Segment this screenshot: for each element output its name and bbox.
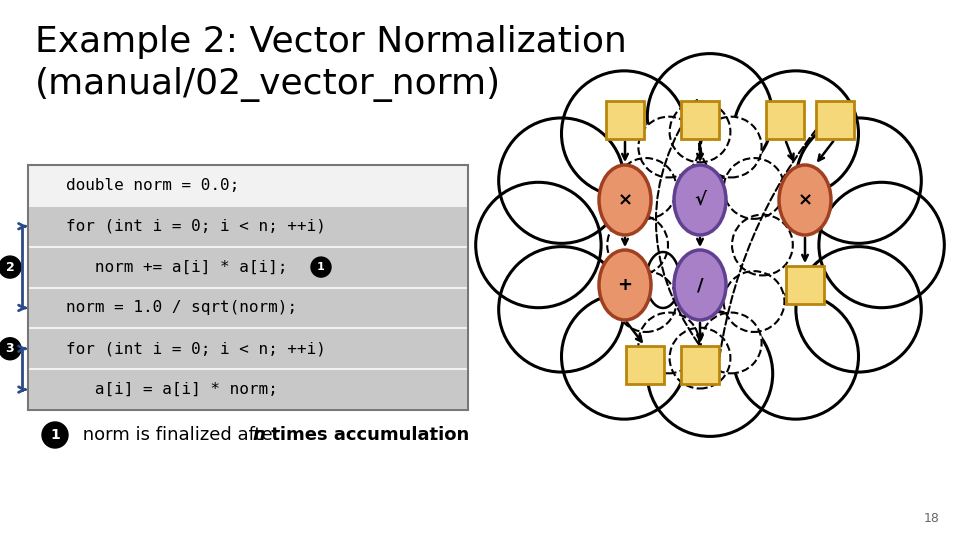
Circle shape (615, 271, 677, 332)
Text: 18: 18 (924, 512, 940, 525)
Circle shape (0, 256, 21, 278)
Bar (29, 248, 467, 287)
Circle shape (608, 214, 668, 275)
Circle shape (562, 71, 687, 196)
Ellipse shape (674, 165, 726, 235)
Text: +: + (617, 276, 633, 294)
Circle shape (42, 422, 68, 448)
Text: double norm = 0.0;: double norm = 0.0; (66, 178, 239, 193)
Text: norm is finalized after: norm is finalized after (77, 426, 286, 444)
Text: ×: × (798, 191, 812, 209)
Bar (816, 101, 854, 139)
Ellipse shape (599, 250, 651, 320)
Text: /: / (697, 276, 704, 294)
Circle shape (724, 158, 784, 219)
Text: .: . (428, 426, 434, 444)
Bar (29, 329, 467, 368)
Bar (681, 101, 719, 139)
Ellipse shape (599, 165, 651, 235)
Circle shape (638, 117, 699, 178)
Bar (29, 370, 467, 409)
Circle shape (476, 183, 601, 308)
Bar (766, 101, 804, 139)
Bar (606, 101, 644, 139)
Circle shape (733, 294, 858, 419)
Circle shape (656, 201, 744, 289)
Circle shape (670, 328, 731, 388)
Circle shape (796, 118, 922, 244)
Circle shape (733, 71, 858, 196)
Circle shape (311, 257, 331, 277)
Circle shape (0, 338, 21, 360)
Circle shape (647, 311, 773, 436)
Bar (29, 288, 467, 327)
Text: Example 2: Vector Normalization: Example 2: Vector Normalization (35, 25, 627, 59)
Circle shape (498, 247, 624, 372)
Bar (28, 165, 468, 410)
Text: √: √ (694, 191, 706, 209)
Bar (29, 207, 467, 246)
Bar (626, 346, 664, 384)
Circle shape (670, 102, 731, 163)
Text: a[i] = a[i] * norm;: a[i] = a[i] * norm; (66, 382, 277, 397)
Circle shape (562, 294, 687, 419)
Text: ×: × (617, 191, 633, 209)
Text: 1: 1 (50, 428, 60, 442)
Text: for (int i = 0; i < n; ++i): for (int i = 0; i < n; ++i) (66, 341, 325, 356)
Circle shape (724, 271, 784, 332)
Circle shape (498, 118, 624, 244)
Bar (681, 346, 719, 384)
Circle shape (619, 154, 801, 336)
Bar (786, 266, 824, 304)
Text: times accumulation: times accumulation (265, 426, 469, 444)
Text: for (int i = 0; i < n; ++i): for (int i = 0; i < n; ++i) (66, 219, 325, 234)
Text: n: n (252, 426, 265, 444)
Circle shape (701, 117, 761, 178)
Text: 1: 1 (317, 262, 324, 272)
Text: norm = 1.0 / sqrt(norm);: norm = 1.0 / sqrt(norm); (66, 300, 297, 315)
Ellipse shape (779, 165, 831, 235)
Circle shape (647, 53, 773, 179)
Ellipse shape (674, 250, 726, 320)
Circle shape (638, 313, 699, 373)
Circle shape (701, 313, 761, 373)
Text: 2: 2 (6, 261, 14, 274)
Text: norm += a[i] * a[i];: norm += a[i] * a[i]; (66, 260, 287, 274)
Text: (manual/02_vector_norm): (manual/02_vector_norm) (35, 67, 501, 102)
Circle shape (796, 247, 922, 372)
Circle shape (615, 158, 677, 219)
Text: 3: 3 (6, 342, 14, 355)
Circle shape (732, 214, 793, 275)
Circle shape (819, 183, 945, 308)
